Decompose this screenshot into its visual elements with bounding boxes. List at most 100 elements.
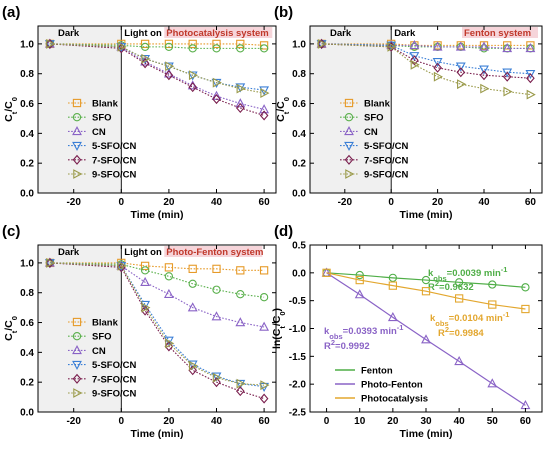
x-tick-label: 40: [454, 416, 466, 427]
y-axis-title-part-1: t: [10, 330, 19, 333]
chart-panel-2: Dark Light on Photo-Fenton system -20 0 20 40 6…: [2, 223, 277, 440]
y-axis-title-part-2: /C: [3, 101, 15, 112]
system-label: Fenton system: [464, 28, 531, 39]
data-point-9-sfo-cn: [503, 86, 513, 97]
data-point-7-sfo-cn: [259, 393, 269, 404]
legend-label-cn: CN: [92, 127, 106, 138]
x-tick-label: 60: [259, 197, 271, 208]
photo-fenton-kobs-label-part-1: obs: [329, 332, 342, 341]
data-point-5-sfo-cn: [211, 78, 222, 89]
photocatalysis-kobs-label-part-1: obs: [435, 319, 448, 328]
y-tick-label: 0.2: [20, 159, 34, 170]
data-point-9-sfo-cn: [317, 38, 327, 49]
series-sfo: [45, 258, 269, 302]
data-point-5-sfo-cn: [409, 52, 420, 62]
data-point-blank: [164, 263, 174, 272]
y-tick-label: 0.8: [292, 69, 306, 80]
data-point-sfo: [140, 266, 150, 275]
data-point-blank: [188, 39, 197, 49]
x-tick-label: 10: [354, 416, 366, 427]
data-point-sfo: [164, 42, 174, 52]
y-tick-label: 1.0: [20, 39, 34, 50]
y-axis-title: Ct/C0: [3, 97, 19, 122]
y-tick-label: 0.8: [20, 288, 34, 299]
data-point-photo-fenton: [387, 312, 398, 322]
data-point-5-sfo-cn: [455, 62, 466, 72]
data-point-9-sfo-cn: [457, 79, 467, 90]
data-point-7-sfo-cn: [116, 43, 126, 54]
x-tick-label: 0: [324, 416, 330, 427]
annotation-dark: Dark: [58, 247, 80, 258]
data-point-blank: [140, 39, 150, 49]
data-point-5-sfo-cn: [432, 58, 443, 68]
data-point-7-sfo-cn: [188, 82, 198, 93]
data-point-7-sfo-cn: [410, 55, 419, 66]
photo-fenton-r2-label: R2=0.9992: [324, 338, 370, 353]
x-tick-label: 20: [387, 416, 399, 427]
data-point-cn: [140, 276, 151, 287]
x-tick-label: 20: [163, 197, 175, 208]
series-9-sfo-cn: [317, 38, 536, 100]
legend: Blank SFO CN 5-SFO/CN 7-SFO/CN 9-SFO/CN: [68, 318, 136, 400]
x-tick-label: 0: [119, 416, 125, 427]
data-point-9-sfo-cn: [236, 83, 246, 94]
x-axis-title: Time (min): [131, 209, 184, 221]
photocatalysis-r2-label: R2=0.9984: [438, 325, 484, 340]
fenton-kobs-label-part-3: -1: [501, 265, 508, 274]
x-tick-label: 60: [520, 416, 532, 427]
data-point-9-sfo-cn: [141, 53, 151, 64]
legend-marker-7-sfo-cn: [344, 154, 354, 165]
x-axis-title: Time (min): [400, 209, 453, 221]
data-point-blank: [259, 266, 269, 275]
y-tick-label: 0.0: [20, 189, 34, 200]
data-point-5-sfo-cn: [235, 379, 246, 390]
data-point-9-sfo-cn: [526, 89, 536, 100]
data-point-sfo: [212, 44, 221, 53]
axes-frame: [37, 244, 277, 413]
data-point-photo-fenton: [454, 355, 465, 366]
data-point-9-sfo-cn: [46, 38, 56, 49]
data-point-9-sfo-cn: [433, 71, 443, 82]
data-point-cn: [259, 321, 270, 331]
series-9-sfo-cn: [46, 257, 270, 391]
y-axis-title-part-1: t: [10, 111, 19, 114]
data-point-cn: [187, 302, 198, 312]
legend-marker-7-sfo-cn: [72, 154, 82, 165]
y-tick-label: 0.0: [292, 189, 306, 200]
data-point-sfo: [212, 285, 221, 294]
legend-marker-5-sfo-cn: [72, 360, 82, 370]
x-tick-label: 60: [525, 197, 537, 208]
legend: Blank SFO CN 5-SFO/CN 7-SFO/CN 9-SFO/CN: [340, 99, 408, 181]
legend-label-7-sfo-cn: 7-SFO/CN: [92, 374, 136, 385]
photo-fenton-kobs-label-part-0: k: [324, 326, 330, 337]
data-point-fenton: [454, 278, 464, 287]
y-axis-title-part-0: C: [3, 114, 15, 122]
data-point-cn: [259, 104, 270, 114]
data-point-photocatalysis: [388, 281, 398, 290]
photocatalysis-r2-label-part-0: R: [438, 328, 445, 339]
series-line-5-sfo-cn: [49, 262, 265, 388]
data-point-5-sfo-cn: [502, 68, 513, 78]
legend-marker-9-sfo-cn: [73, 169, 83, 179]
legend-label-9-sfo-cn: 9-SFO/CN: [92, 170, 136, 181]
legend-label-sfo: SFO: [364, 113, 384, 124]
dark-region: [310, 26, 392, 193]
fenton-r2-label-part-1: 2: [435, 279, 439, 288]
data-point-9-sfo-cn: [387, 41, 397, 52]
fenton-r2-label-part-0: R: [428, 282, 435, 293]
data-point-blank: [188, 264, 197, 274]
legend-label-5-sfo-cn: 5-SFO/CN: [364, 141, 408, 152]
y-tick-label: -1.0: [289, 324, 307, 335]
data-point-fenton: [521, 283, 530, 292]
series-line-fenton: [326, 272, 526, 288]
series-blank: [45, 258, 269, 275]
data-point-fenton: [355, 270, 364, 280]
system-label: Photo-Fenton system: [166, 247, 263, 258]
data-point-9-sfo-cn: [165, 61, 175, 72]
x-tick-label: 0: [388, 197, 394, 208]
y-tick-label: 0.4: [20, 129, 34, 140]
system-label-highlight: [164, 246, 263, 257]
legend-label-5-sfo-cn: 5-SFO/CN: [92, 141, 136, 152]
data-point-cn: [235, 98, 246, 108]
